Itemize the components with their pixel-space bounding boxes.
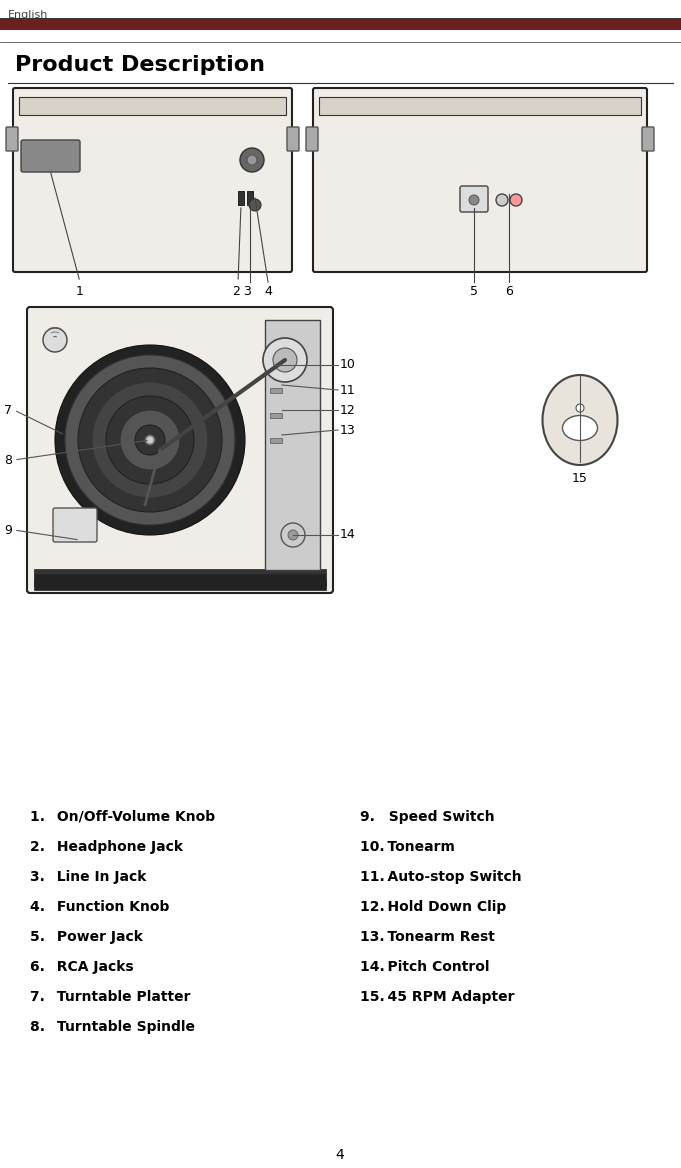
Ellipse shape [563,416,597,440]
Text: 8.  Turntable Spindle: 8. Turntable Spindle [30,1020,195,1034]
Text: 10. Tonearm: 10. Tonearm [360,840,455,854]
Text: English: English [8,11,48,20]
FancyBboxPatch shape [53,508,97,542]
Text: 4.  Function Knob: 4. Function Knob [30,901,170,915]
FancyBboxPatch shape [460,186,488,213]
FancyBboxPatch shape [642,127,654,151]
Text: 9: 9 [4,523,12,536]
Bar [265,320,320,570]
Circle shape [510,194,522,206]
Text: 15: 15 [572,472,588,485]
Bar [238,192,244,206]
FancyBboxPatch shape [21,140,80,172]
Bar [34,573,326,586]
Text: 8: 8 [4,453,12,466]
Circle shape [469,195,479,206]
Text: 10: 10 [340,359,356,371]
Circle shape [288,530,298,540]
Circle shape [145,434,155,445]
Circle shape [78,368,222,512]
Text: Product Description: Product Description [15,55,265,75]
FancyBboxPatch shape [287,127,299,151]
Bar [270,388,282,392]
Bar [319,97,641,114]
Text: 2.  Headphone Jack: 2. Headphone Jack [30,840,183,854]
Text: 13. Tonearm Rest: 13. Tonearm Rest [360,930,495,944]
FancyBboxPatch shape [13,88,292,272]
Circle shape [263,338,307,382]
Text: 11. Auto-stop Switch: 11. Auto-stop Switch [360,870,522,884]
Circle shape [249,199,261,211]
FancyBboxPatch shape [27,307,333,593]
Circle shape [106,396,194,484]
Text: 3: 3 [243,285,251,298]
Bar [0,18,681,30]
Text: 12. Hold Down Clip: 12. Hold Down Clip [360,901,506,915]
Text: 2: 2 [232,285,240,298]
Bar [19,97,286,114]
Text: 6.  RCA Jacks: 6. RCA Jacks [30,960,133,974]
Text: 4: 4 [336,1148,345,1162]
Text: 12: 12 [340,403,355,417]
Text: 14. Pitch Control: 14. Pitch Control [360,960,490,974]
Circle shape [576,404,584,412]
Circle shape [135,425,165,456]
Circle shape [496,194,508,206]
Text: 6: 6 [505,285,513,298]
Text: 5.  Power Jack: 5. Power Jack [30,930,143,944]
Circle shape [240,148,264,172]
Circle shape [247,155,257,165]
Text: 9. Speed Switch: 9. Speed Switch [360,809,494,823]
FancyBboxPatch shape [313,88,647,272]
Text: 1.  On/Off-Volume Knob: 1. On/Off-Volume Knob [30,809,215,823]
Text: 7: 7 [4,403,12,417]
Circle shape [146,436,154,444]
Circle shape [65,355,235,524]
Text: 14: 14 [340,528,355,542]
Text: 3.  Line In Jack: 3. Line In Jack [30,870,146,884]
Circle shape [55,345,245,535]
Circle shape [43,328,67,352]
Circle shape [273,348,297,371]
FancyBboxPatch shape [306,127,318,151]
Ellipse shape [543,375,618,465]
Circle shape [92,382,208,498]
Circle shape [120,410,180,470]
Bar [34,569,326,573]
Bar [34,580,326,590]
Bar [270,413,282,418]
Bar [247,192,253,206]
Circle shape [281,523,305,547]
Text: 5: 5 [470,285,478,298]
Text: 7.  Turntable Platter: 7. Turntable Platter [30,990,191,1004]
Text: 11: 11 [340,383,355,396]
Text: 15. 45 RPM Adapter: 15. 45 RPM Adapter [360,990,515,1004]
Bar [270,438,282,443]
FancyBboxPatch shape [6,127,18,151]
Text: 1: 1 [76,285,84,298]
Text: 13: 13 [340,424,355,437]
Text: 4: 4 [264,285,272,298]
